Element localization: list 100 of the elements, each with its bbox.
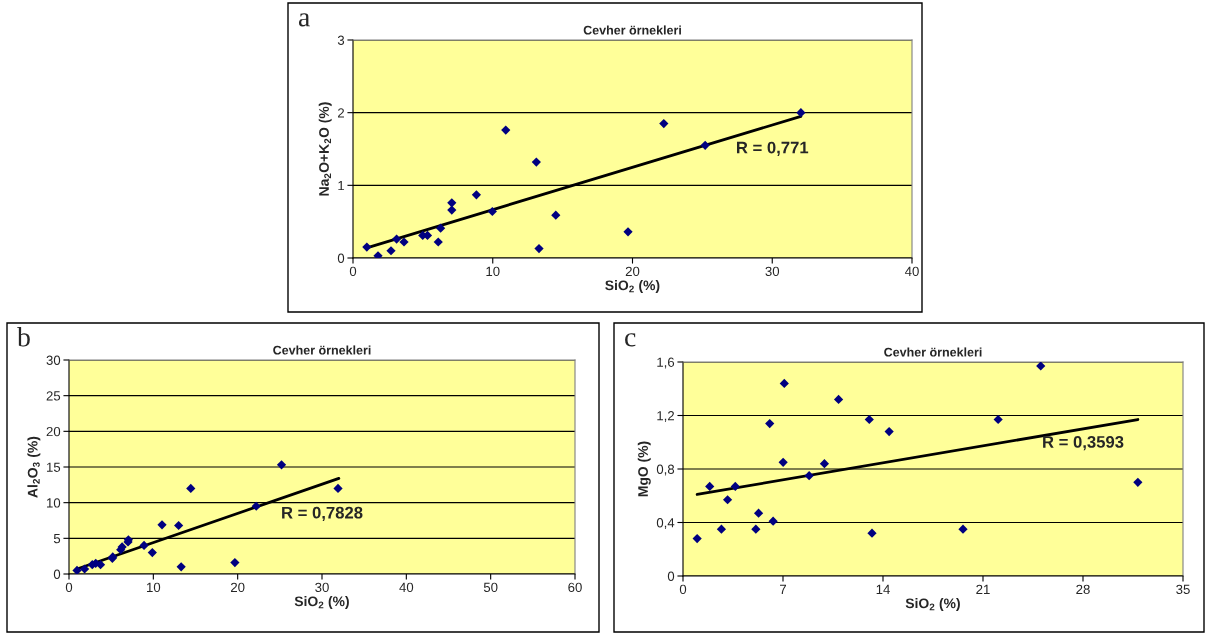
point [1133,477,1143,487]
x-axis-title: SiO$_{2}$ (%) [294,596,349,609]
point [391,234,402,244]
point [531,157,541,167]
y-tick-label: 0,8 [656,464,675,476]
x-tick-label: 50 [483,582,498,593]
text: c [625,333,636,347]
point [1036,362,1046,371]
point [884,426,894,437]
x-tick-label: 0 [65,582,73,593]
point [623,227,633,237]
point [779,378,789,389]
point [730,481,740,491]
x-tick-label: 35 [1176,584,1190,595]
point [139,540,149,551]
y-tick-label: 20 [46,426,61,437]
point [251,501,261,511]
point [447,205,457,215]
y-tick-label: 0,4 [656,518,675,529]
y-tick-label: 0 [337,253,345,263]
x-tick-label: 0 [349,266,357,277]
point [436,223,446,233]
chart-title: Cevher örnekleri [583,25,681,35]
y-tick-label: 3 [337,35,345,45]
annotation: R = 0,3593 [1043,435,1124,451]
point [659,118,669,129]
x-tick-label: 10 [486,266,500,277]
point [333,483,343,494]
point [700,140,710,150]
point [174,520,184,531]
point [230,557,240,568]
point [147,547,157,558]
x-tick-label: 14 [876,584,890,594]
x-tick-label: 21 [976,584,990,594]
point [447,198,457,208]
point [487,206,497,217]
point [551,210,561,220]
point [534,243,544,254]
x-tick-label: 40 [399,582,414,593]
text: b [17,327,30,347]
x-tick-label: 0 [679,584,687,595]
point [433,237,443,247]
x-tick-label: 30 [765,266,780,277]
point [399,237,409,247]
y-tick-label: 30 [46,355,61,365]
point [471,190,482,200]
point [753,508,764,518]
x-tick-label: 60 [568,582,582,593]
x-tick-label: 10 [147,582,161,593]
x-tick-label: 7 [780,584,787,594]
y-tick-label: 0 [53,569,61,579]
y-tick-label: 1 [338,181,345,191]
y-tick-label: 0 [667,571,675,581]
x-tick-label: 30 [315,582,329,593]
point [864,414,874,425]
x-axis-title: SiO$_{2}$ (%) [605,280,660,293]
x-axis-title: SiO$_{2}$ (%) [905,598,960,611]
point [768,516,778,526]
point [72,565,82,574]
point [716,524,727,534]
chart-title: Cevher örnekleri [884,347,982,357]
point [362,242,372,252]
point [705,481,715,491]
y-tick-label: 25 [46,391,61,401]
annotation: R = 0,771 [737,141,809,156]
point [993,414,1003,425]
annotation: R = 0,7828 [282,506,363,521]
point [819,459,830,469]
chart-title: Cevher örnekleri [273,345,371,355]
y-tick-label: 10 [47,498,61,508]
x-tick-label: 40 [904,266,919,277]
y-tick-label: 1,6 [657,357,675,369]
point [157,520,167,530]
point [796,108,806,118]
y-tick-label: 5 [53,534,61,544]
y-axis-title: Na$_{2}$O+K$_{2}$O (%) [318,102,332,196]
point [867,528,877,538]
point [80,564,90,574]
point [386,246,396,256]
point [276,460,287,470]
text: a [298,13,310,27]
y-tick-label: 2 [337,108,344,118]
x-tick-label: 20 [625,266,640,277]
point [778,457,788,467]
y-axis-title: Al$_{2}$O$_{3}$ (%) [27,436,41,498]
y-tick-label: 1,2 [657,411,675,422]
point [958,524,968,534]
x-tick-label: 20 [230,582,245,593]
point [692,533,702,544]
point [501,125,511,135]
x-tick-label: 28 [1076,584,1090,595]
point [722,495,733,505]
point [765,418,775,429]
y-axis-title: MgO (%) [637,441,651,497]
point [833,394,844,405]
point [176,562,186,572]
point [186,483,196,494]
point [804,471,814,481]
y-tick-label: 15 [47,462,61,472]
point [751,524,761,534]
